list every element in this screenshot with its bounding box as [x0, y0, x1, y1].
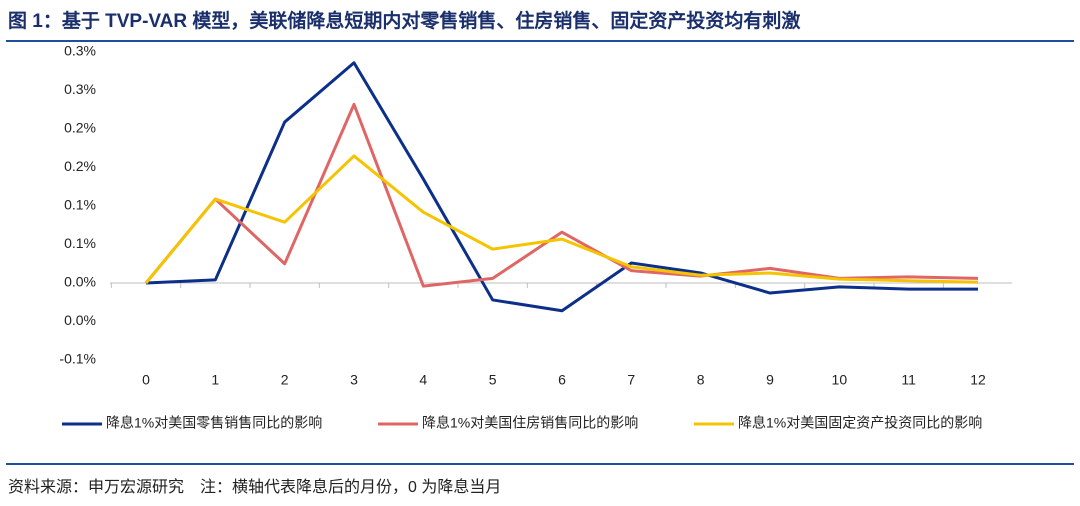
series-line: [144, 102, 979, 288]
x-tick-label: 2: [281, 372, 289, 388]
y-tick-label: 0.2%: [64, 120, 96, 136]
chart-title: 图 1：基于 TVP-VAR 模型，美联储降息短期内对零售销售、住房销售、固定资…: [8, 9, 800, 32]
y-tick-label: 0.3%: [64, 43, 96, 59]
legend-label: 降息1%对美国固定资产投资同比的影响: [738, 415, 982, 431]
source-note: 资料来源：申万宏源研究 注：横轴代表降息后的月份，0 为降息当月: [8, 478, 501, 496]
series-line: [144, 154, 979, 284]
y-tick-label: 0.1%: [64, 235, 96, 251]
x-tick-label: 1: [211, 372, 219, 388]
x-tick-label: 8: [697, 372, 705, 388]
y-tick-label: 0.0%: [64, 312, 96, 328]
x-tick-label: 3: [350, 372, 358, 388]
y-tick-label: 0.3%: [64, 81, 96, 97]
x-tick-label: 9: [766, 372, 774, 388]
x-tick-label: 0: [142, 372, 150, 388]
x-tick-label: 7: [627, 372, 635, 388]
x-tick-label: 4: [419, 372, 427, 388]
x-tick-label: 12: [970, 372, 986, 388]
y-tick-label: -0.1%: [59, 351, 96, 367]
x-tick-label: 11: [901, 372, 916, 388]
legend-label: 降息1%对美国住房销售同比的影响: [422, 415, 638, 431]
x-tick-label: 5: [489, 372, 497, 388]
x-tick-label: 10: [832, 372, 848, 388]
y-tick-label: 0.0%: [64, 274, 96, 290]
x-tick-label: 6: [558, 372, 566, 388]
y-tick-label: 0.2%: [64, 158, 96, 174]
legend-label: 降息1%对美国零售销售同比的影响: [106, 415, 322, 431]
y-tick-label: 0.1%: [64, 197, 96, 213]
series-line: [145, 61, 978, 313]
